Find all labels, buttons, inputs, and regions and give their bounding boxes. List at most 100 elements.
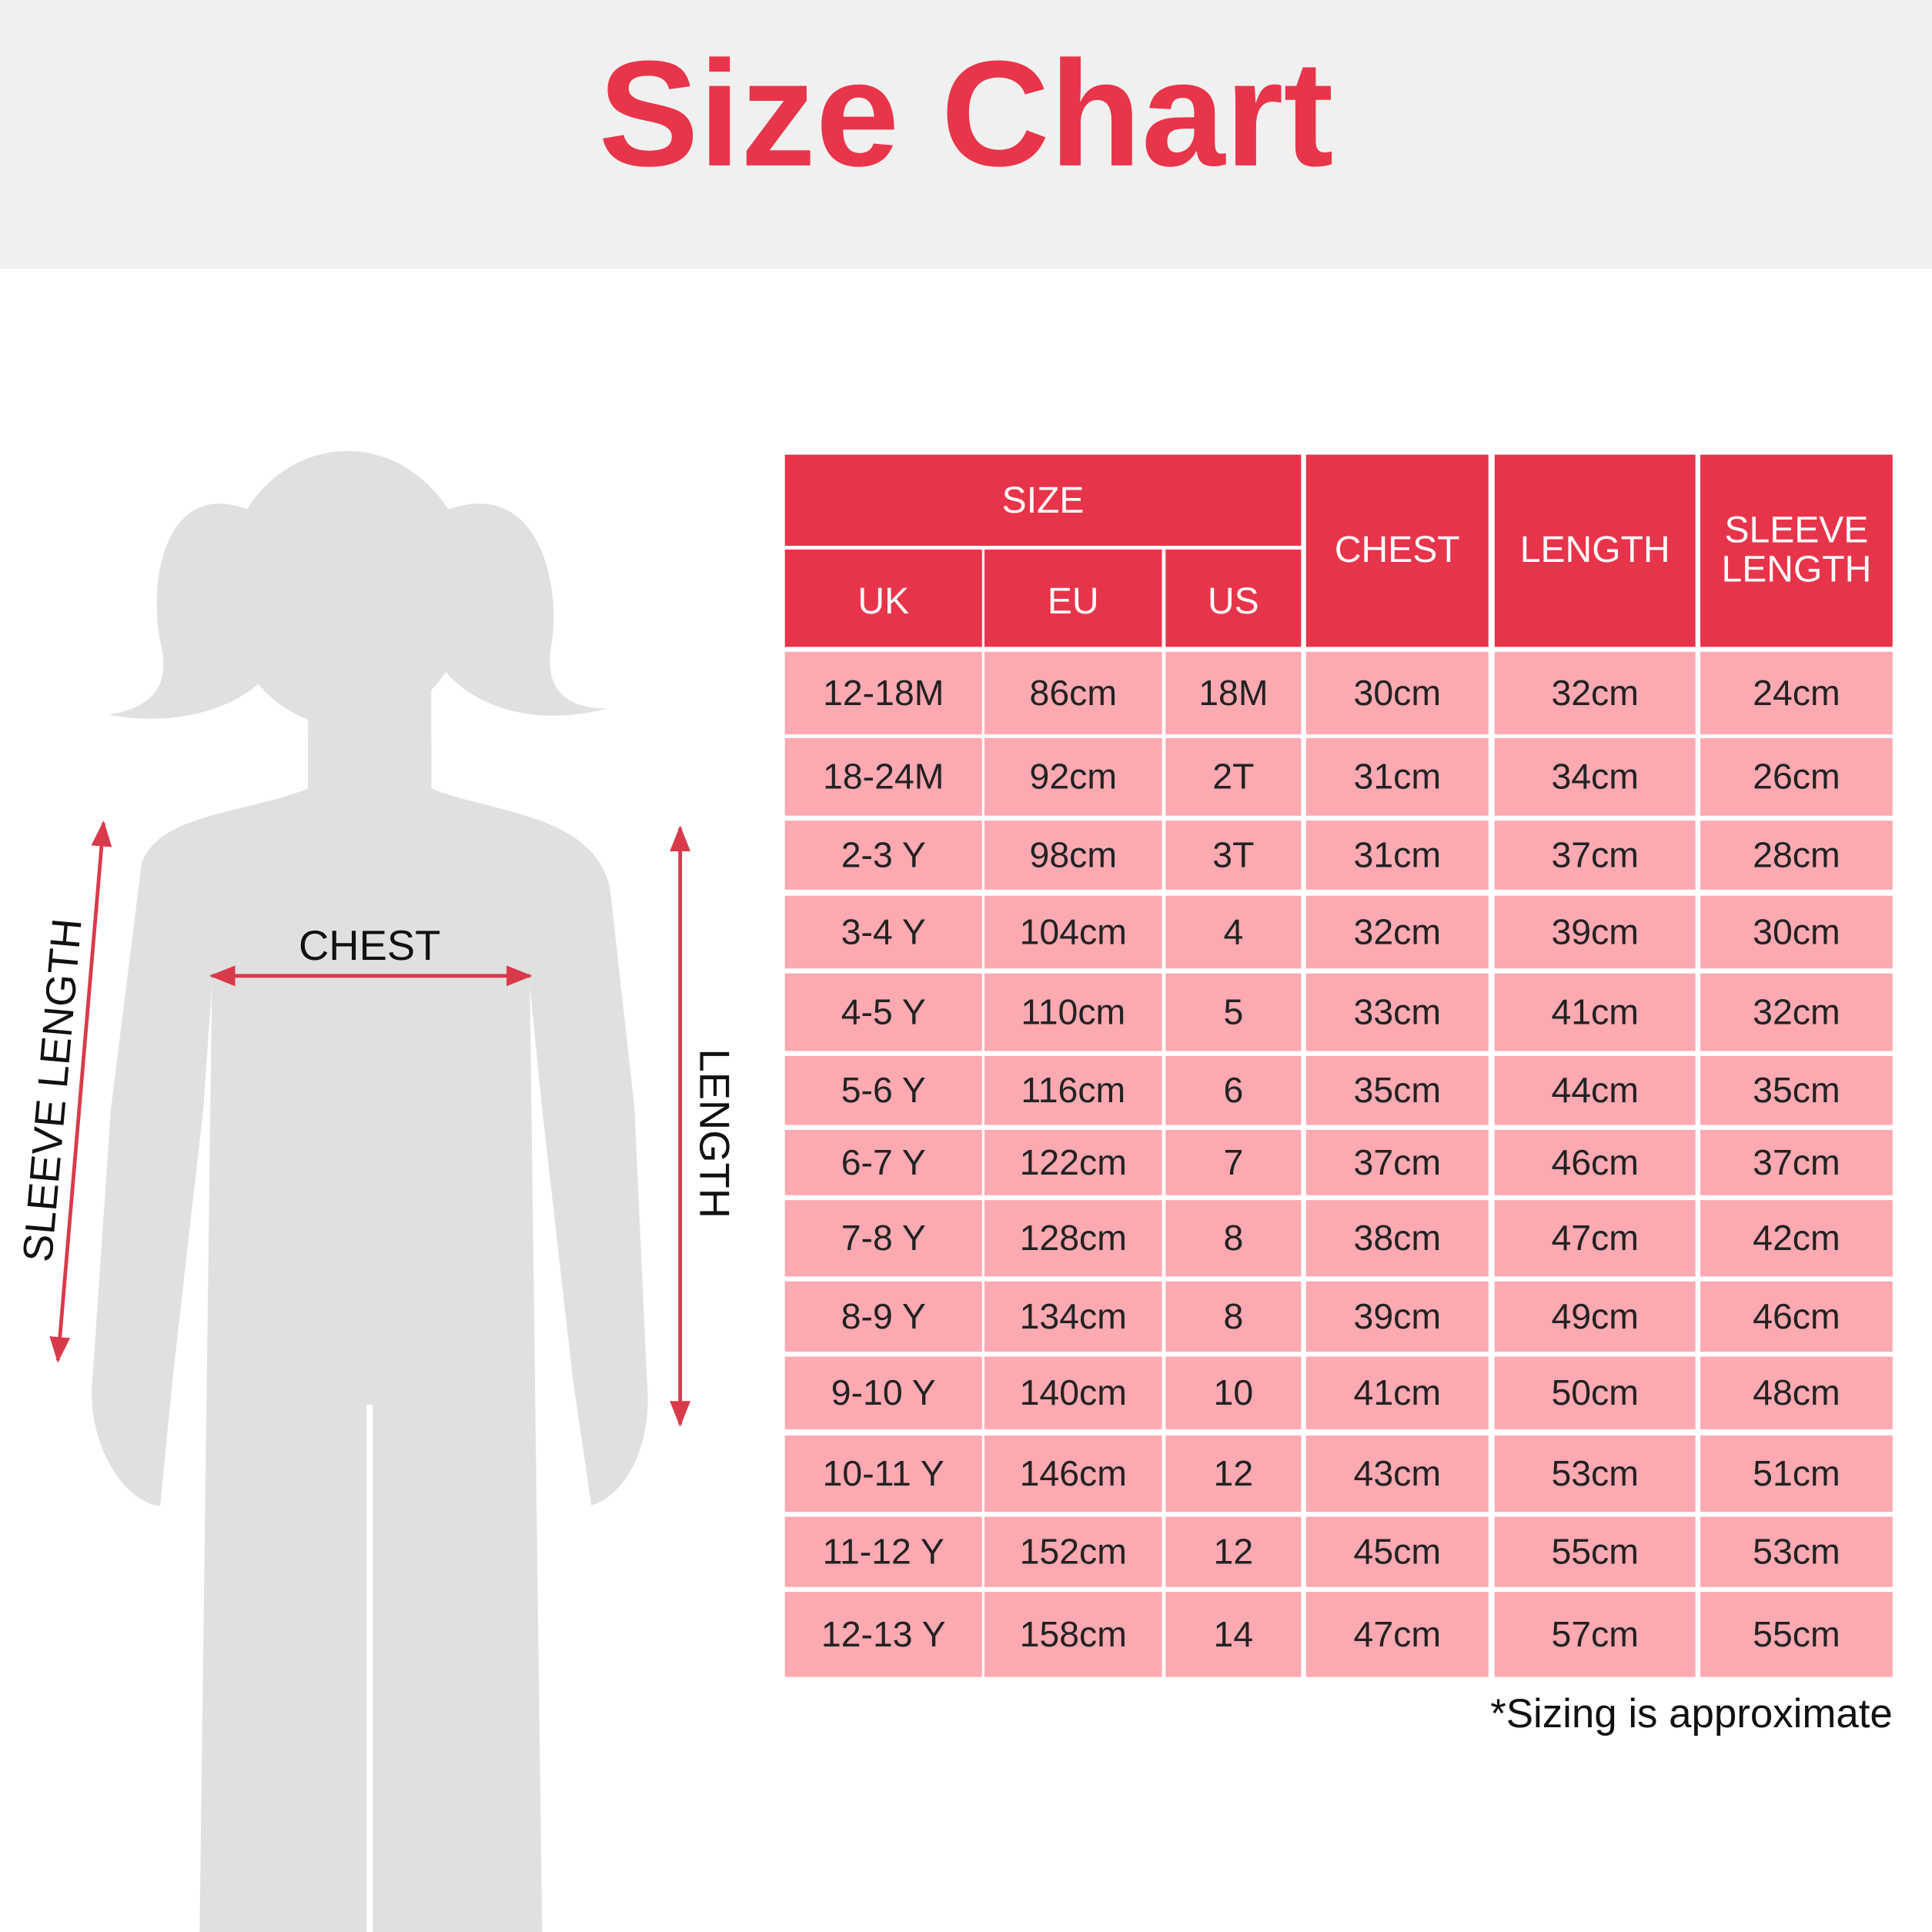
chest-label: CHEST: [299, 922, 440, 969]
cell-text: 39cm: [1354, 1296, 1441, 1336]
header-cell: [984, 549, 1162, 647]
cell-text: 104cm: [1020, 911, 1127, 951]
table-cell: [1494, 651, 1696, 735]
table-cell: [784, 895, 982, 969]
cell-text: 8: [1223, 1218, 1243, 1258]
table-cell: [1305, 1055, 1489, 1125]
cell-text: 12: [1214, 1453, 1254, 1493]
cell-text: 46cm: [1753, 1296, 1840, 1336]
cell-text: 4-5 Y: [841, 991, 926, 1031]
table-cell: [784, 1281, 982, 1352]
table-cell: [1494, 1592, 1696, 1677]
cell-text: 30cm: [1753, 911, 1840, 951]
table-cell: [1165, 1281, 1302, 1352]
table-cell: [1165, 821, 1302, 890]
table-cell: [784, 1435, 982, 1513]
table-cell: [784, 651, 982, 735]
table-cell: [1305, 895, 1489, 969]
header-text: SLEEVE LENGTH: [1721, 510, 1872, 590]
cell-text: 134cm: [1020, 1296, 1127, 1336]
cell-text: 44cm: [1551, 1070, 1638, 1110]
table-cell: [1494, 895, 1696, 969]
table-cell: [1305, 973, 1489, 1051]
table-cell: [1494, 973, 1696, 1051]
table-cell: [1305, 1200, 1489, 1277]
cell-text: 57cm: [1551, 1614, 1638, 1654]
table-cell: [1165, 1592, 1302, 1677]
table-cell: [984, 1055, 1162, 1125]
footnote: *Sizing is approximate: [1490, 1691, 1893, 1736]
cell-text: 47cm: [1354, 1614, 1441, 1654]
cell-text: 35cm: [1753, 1070, 1840, 1110]
cell-text: 158cm: [1020, 1614, 1127, 1654]
table-cell: [1700, 1129, 1893, 1195]
table-cell: [984, 651, 1162, 735]
cell-text: 8: [1223, 1296, 1243, 1336]
cell-text: 37cm: [1551, 834, 1638, 874]
cell-text: 12-13 Y: [821, 1614, 946, 1654]
cell-text: 4: [1223, 911, 1243, 951]
cell-text: 31cm: [1354, 834, 1441, 874]
table-cell: [984, 1592, 1162, 1677]
cell-text: 122cm: [1020, 1142, 1127, 1182]
cell-text: 10-11 Y: [823, 1453, 944, 1493]
table-cell: [1700, 1435, 1893, 1513]
header-text: US: [1208, 581, 1259, 622]
table-cell: [784, 1516, 982, 1587]
cell-text: 11-12 Y: [823, 1532, 944, 1572]
cell-text: 18M: [1198, 673, 1268, 713]
table-cell: [984, 1516, 1162, 1587]
table-cell: [1165, 1435, 1302, 1513]
table-cell: [1700, 1516, 1893, 1587]
table-cell: [1165, 1200, 1302, 1277]
silhouette: [92, 450, 648, 1932]
cell-text: 116cm: [1021, 1070, 1125, 1110]
cell-text: 140cm: [1020, 1372, 1127, 1412]
cell-text: 92cm: [1030, 757, 1117, 797]
table-cell: [984, 1129, 1162, 1195]
cell-text: 33cm: [1354, 991, 1441, 1031]
table-cell: [984, 1200, 1162, 1277]
table-cell: [784, 821, 982, 890]
table-cell: [1165, 973, 1302, 1051]
table-cell: [1305, 1592, 1489, 1677]
cell-text: 50cm: [1551, 1372, 1638, 1412]
cell-text: 51cm: [1753, 1453, 1840, 1493]
cell-text: 48cm: [1753, 1372, 1840, 1412]
cell-text: 45cm: [1354, 1532, 1441, 1572]
cell-text: 3T: [1212, 834, 1254, 874]
table-cell: [1305, 1129, 1489, 1195]
table-cell: [1165, 1356, 1302, 1429]
cell-text: 55cm: [1551, 1532, 1638, 1572]
table-cell: [1305, 1281, 1489, 1352]
table-cell: [1494, 1129, 1696, 1195]
table-cell: [1305, 1356, 1489, 1429]
cell-text: 10: [1214, 1372, 1254, 1412]
header-text-box: LENGTH: [1519, 530, 1670, 571]
cell-text: 43cm: [1354, 1453, 1441, 1493]
table-cell: [984, 1435, 1162, 1513]
cell-text: 35cm: [1354, 1070, 1441, 1110]
table-cell: [1700, 1281, 1893, 1352]
table-cell: [1305, 737, 1489, 816]
header-text: EU: [1048, 581, 1099, 622]
length-label: LENGTH: [690, 1048, 737, 1218]
table-cell: [784, 1055, 982, 1125]
table-cell: [984, 895, 1162, 969]
table-cell: [1165, 737, 1302, 816]
table-cell: [1494, 1435, 1696, 1513]
cell-text: 128cm: [1020, 1218, 1127, 1258]
table-cell: [1700, 737, 1893, 816]
table-cell: [1305, 821, 1489, 890]
table-cell: [1305, 1435, 1489, 1513]
table-cell: [984, 1356, 1162, 1429]
header-text: LENGTH: [1519, 530, 1670, 571]
table-cell: [984, 737, 1162, 816]
cell-text: 32cm: [1753, 991, 1840, 1031]
cell-text: 39cm: [1551, 911, 1638, 951]
cell-text: 6: [1223, 1070, 1243, 1110]
header-text: CHEST: [1334, 530, 1460, 571]
table-cell: [1165, 651, 1302, 735]
header-text: UK: [857, 581, 909, 622]
